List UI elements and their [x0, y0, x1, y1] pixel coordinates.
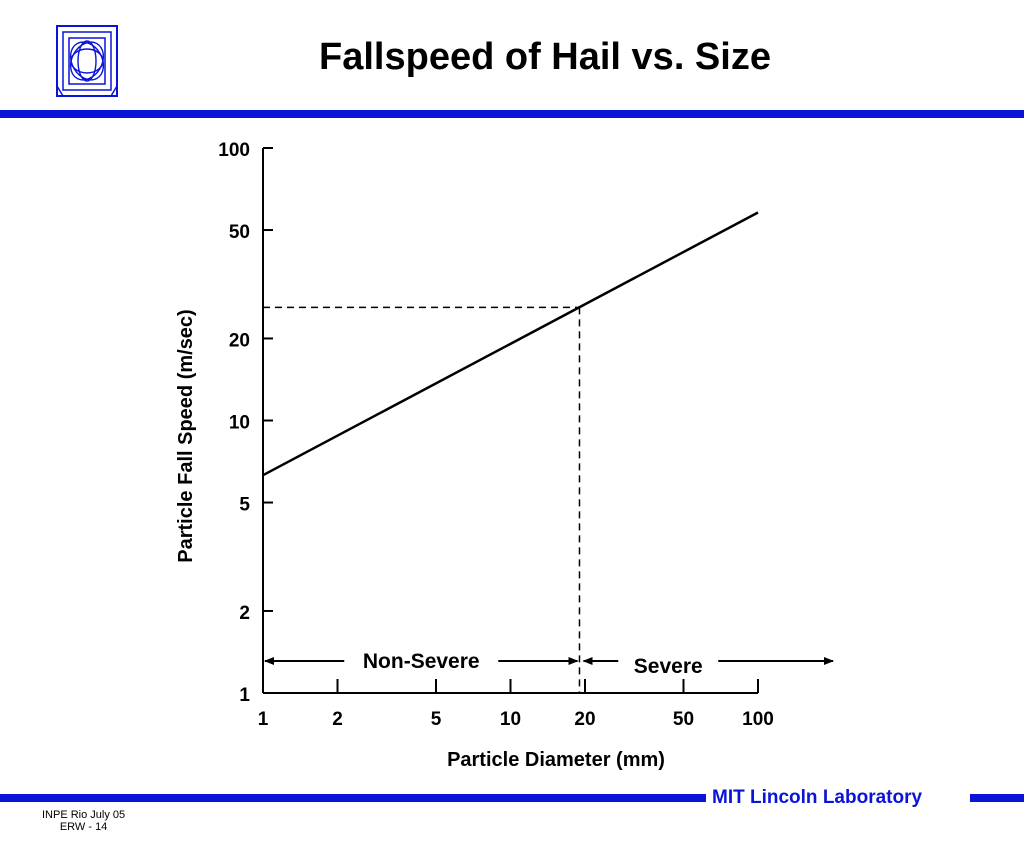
y-tick-label: 50: [229, 222, 250, 243]
fallspeed-series-line: [262, 211, 759, 477]
footer-rule-left: [0, 794, 706, 802]
x-tick-label: 1: [258, 709, 269, 730]
top-rule: [0, 110, 1024, 118]
non-severe-label: Non-Severe: [363, 650, 480, 673]
footnote-line-2: ERW - 14: [59, 821, 108, 833]
y-tick-label: 100: [218, 140, 250, 161]
footer-band: [0, 794, 1024, 802]
chart-ticks: 1 2 5 10 20 50 100 1 2 5 10 20 50 100: [218, 140, 774, 730]
x-tick-label: 5: [431, 709, 442, 730]
x-tick-label: 10: [500, 709, 521, 730]
footnote-line-1: INPE Rio July 05: [42, 809, 126, 821]
y-tick-label: 20: [229, 330, 250, 351]
y-tick-label: 1: [239, 685, 250, 706]
chart-axes: [262, 148, 758, 694]
x-tick-label: 20: [574, 709, 595, 730]
y-tick-label: 10: [229, 413, 250, 434]
x-tick-label: 50: [673, 709, 694, 730]
y-axis-label: Particle Fall Speed (m/sec): [175, 309, 197, 562]
chart-regions: Non-Severe Severe: [264, 650, 834, 678]
mit-lincoln-lab-logo-icon: [56, 25, 118, 97]
footer-rule-right: [970, 794, 1024, 802]
y-tick-label: 5: [239, 495, 250, 516]
footer-lab-name: MIT Lincoln Laboratory: [712, 787, 923, 808]
slide-title: Fallspeed of Hail vs. Size: [319, 36, 771, 78]
x-tick-label: 2: [332, 709, 343, 730]
footnote: INPE Rio July 05 ERW - 14: [42, 809, 125, 833]
chart-marks: [262, 211, 759, 693]
y-tick-label: 2: [239, 603, 250, 624]
x-axis-label: Particle Diameter (mm): [447, 749, 665, 771]
severe-label: Severe: [634, 655, 703, 678]
x-tick-label: 100: [742, 709, 774, 730]
